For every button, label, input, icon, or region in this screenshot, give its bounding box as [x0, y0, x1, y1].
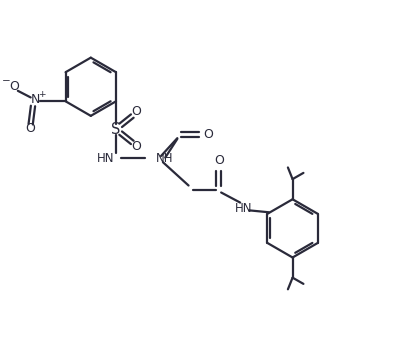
- Text: O: O: [132, 105, 141, 118]
- Text: HN: HN: [235, 201, 253, 214]
- Text: NH: NH: [156, 152, 174, 165]
- Text: O: O: [203, 128, 213, 141]
- Text: S: S: [111, 122, 121, 137]
- Text: O: O: [132, 140, 141, 153]
- Text: −: −: [2, 76, 11, 86]
- Text: O: O: [9, 80, 19, 93]
- Text: +: +: [38, 90, 45, 99]
- Text: N: N: [31, 93, 40, 106]
- Text: O: O: [214, 154, 224, 167]
- Text: HN: HN: [96, 152, 114, 165]
- Text: O: O: [26, 122, 36, 136]
